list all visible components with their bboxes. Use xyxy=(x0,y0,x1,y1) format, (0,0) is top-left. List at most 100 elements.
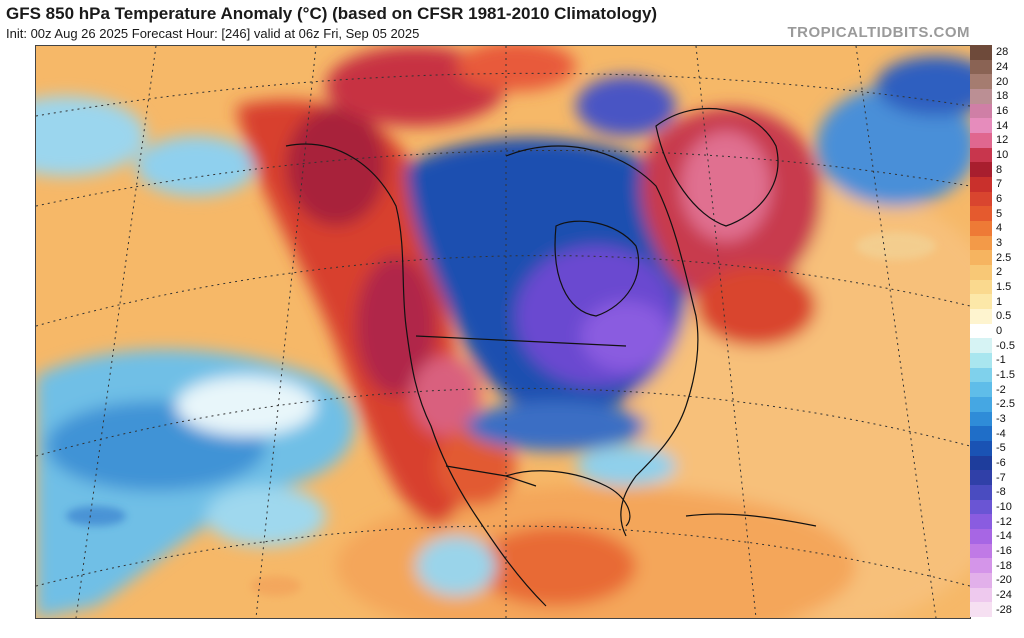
east-us-cool xyxy=(576,446,676,486)
colorbar-segment xyxy=(970,382,992,398)
colorbar-segment xyxy=(970,59,992,75)
colorbar-label: 8 xyxy=(996,163,1003,176)
colorbar-label: 28 xyxy=(996,46,1009,59)
colorbar-segment xyxy=(970,74,992,90)
hudson-bay xyxy=(554,220,640,317)
na-west-coast xyxy=(285,143,547,607)
colorbar-label: 1.5 xyxy=(996,281,1012,293)
pacific-mexico-cool xyxy=(416,536,496,596)
colorbar-label: -18 xyxy=(996,559,1012,572)
greenland-pink xyxy=(681,131,771,241)
colorbar-label: 24 xyxy=(996,61,1009,73)
colorbar-label: -14 xyxy=(996,530,1012,543)
colorbar-segment xyxy=(970,309,992,325)
colorbar-label: 3 xyxy=(996,237,1003,249)
colorbar-label: 10 xyxy=(996,149,1009,161)
colorbar-segment xyxy=(970,397,992,413)
colorbar-segment xyxy=(970,162,992,178)
colorbar-segment xyxy=(970,118,992,134)
lat-line-4 xyxy=(36,387,970,457)
colorbar-label: 0.5 xyxy=(996,310,1012,323)
colorbar-segment xyxy=(970,250,992,266)
colorbar-label: -24 xyxy=(996,589,1012,601)
colorbar-segment xyxy=(970,279,992,295)
colorbar-label: 2 xyxy=(996,266,1003,279)
lon-line-1 xyxy=(75,46,157,618)
colorbar-segment xyxy=(970,338,992,354)
gulf-coast xyxy=(505,470,631,527)
colorbar-segment xyxy=(970,89,992,105)
colorbar-segment xyxy=(970,147,992,163)
colorbar-segment xyxy=(970,514,992,530)
lon-line-5 xyxy=(855,46,937,618)
canada-cold-inner xyxy=(581,301,671,371)
colorbar-label: 4 xyxy=(996,222,1003,235)
colorbar-label: 0 xyxy=(996,325,1003,337)
colorbar-segment xyxy=(970,426,992,442)
speckle-1 xyxy=(66,506,126,526)
anomaly-map xyxy=(35,45,971,619)
colorbar-label: -10 xyxy=(996,501,1012,513)
colorbar-segment xyxy=(970,602,992,618)
colorbar-label: -16 xyxy=(996,545,1012,557)
colorbar-label: -3 xyxy=(996,413,1006,425)
colorbar-segment xyxy=(970,133,992,149)
chart-title: GFS 850 hPa Temperature Anomaly (°C) (ba… xyxy=(6,4,658,23)
colorbar-segment xyxy=(970,485,992,501)
colorbar-segment xyxy=(970,206,992,222)
colorbar-segment xyxy=(970,265,992,281)
colorbar-label: -5 xyxy=(996,442,1006,455)
colorbar-segment xyxy=(970,221,992,237)
colorbar-label: 1 xyxy=(996,295,1003,308)
colorbar-segment xyxy=(970,235,992,251)
colorbar-label: 18 xyxy=(996,90,1009,103)
lat-line-5 xyxy=(36,525,970,587)
colorbar-label: -7 xyxy=(996,471,1006,484)
us-mexico-border xyxy=(445,465,537,487)
colorbar-segment xyxy=(970,411,992,427)
colorbar-segment xyxy=(970,558,992,574)
mexico-warm xyxy=(476,526,636,606)
alaska-warm-core xyxy=(286,106,386,226)
colorbar-segment xyxy=(970,294,992,310)
colorbar-label: 12 xyxy=(996,134,1009,147)
lat-line-3 xyxy=(36,255,970,327)
colorbar-segment xyxy=(970,573,992,589)
pacific-cool-west xyxy=(36,96,146,176)
colorbar-label: 6 xyxy=(996,193,1003,205)
colorbar-segment xyxy=(970,455,992,471)
colorbar-segment xyxy=(970,45,992,61)
colorbar-label: -1 xyxy=(996,354,1006,367)
colorbar-segment xyxy=(970,367,992,383)
speckle-2 xyxy=(856,232,936,260)
site-brand: TROPICALTIDBITS.COM xyxy=(787,24,970,41)
colorbar-label: -1.5 xyxy=(996,369,1015,381)
colorbar-segment xyxy=(970,441,992,457)
colorbar-segment xyxy=(970,323,992,339)
us-canada-border xyxy=(415,335,627,347)
run-info: Init: 00z Aug 26 2025 Forecast Hour: [24… xyxy=(6,26,420,41)
atlantic-red xyxy=(696,266,816,346)
colorbar-label: 7 xyxy=(996,178,1003,191)
colorbar-label: -20 xyxy=(996,574,1012,587)
far-ne-cool xyxy=(876,56,970,116)
southwest-warm xyxy=(436,426,516,506)
colorbar-label: 2.5 xyxy=(996,251,1012,264)
map-graphic xyxy=(36,46,970,618)
colorbar-label: -6 xyxy=(996,457,1006,469)
gulf-alaska-cool xyxy=(206,486,326,546)
arctic-cold xyxy=(576,76,676,136)
colorbar-label: 5 xyxy=(996,207,1003,220)
colorbar-segment xyxy=(970,587,992,603)
colorbar-label: -0.5 xyxy=(996,339,1015,352)
arctic-warm-east xyxy=(456,46,576,91)
colorbar-segment xyxy=(970,470,992,486)
na-east-coast xyxy=(505,145,699,537)
pacific-white-patch xyxy=(176,376,316,436)
colorbar-segment xyxy=(970,191,992,207)
ne-atlantic-cool xyxy=(816,86,970,206)
colorbar-label: -28 xyxy=(996,603,1012,616)
colorbar-label: -12 xyxy=(996,515,1012,528)
colorbar-label: -2.5 xyxy=(996,398,1015,411)
lat-line-2 xyxy=(36,149,970,207)
